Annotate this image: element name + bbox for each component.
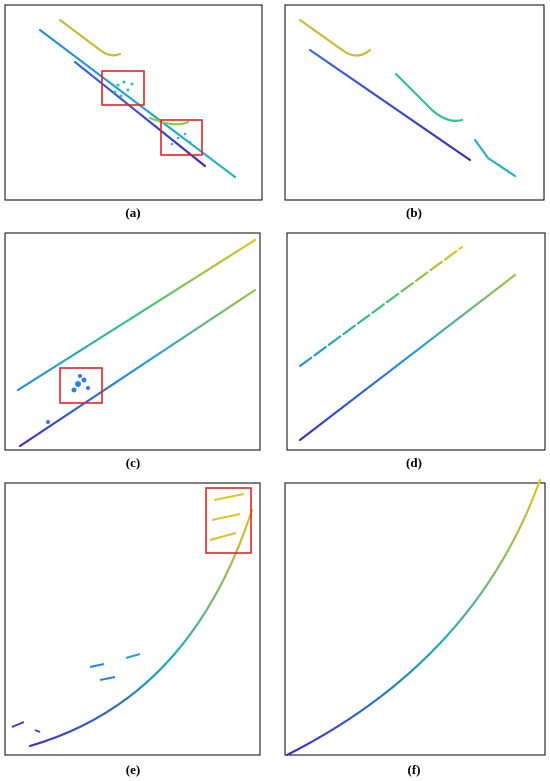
point-cloud xyxy=(298,18,372,57)
caption: (d) xyxy=(406,455,422,470)
point-cloud xyxy=(308,48,472,162)
point-cloud xyxy=(298,273,517,442)
highlight-box xyxy=(101,70,145,106)
point-cloud xyxy=(473,138,517,178)
highlight-box xyxy=(59,367,103,404)
point-cloud xyxy=(16,238,257,392)
caption: (a) xyxy=(125,205,140,220)
point-cloud xyxy=(73,60,207,168)
caption: (f) xyxy=(408,762,421,777)
caption: (c) xyxy=(126,455,140,470)
caption: (e) xyxy=(126,762,140,777)
caption: (b) xyxy=(406,205,422,220)
highlight-box xyxy=(205,487,252,554)
point-cloud xyxy=(18,288,257,448)
highlight-box xyxy=(160,119,203,156)
scatter xyxy=(11,493,245,733)
panel-frame xyxy=(284,482,546,756)
panel-frame xyxy=(4,4,263,201)
panel-frame xyxy=(4,232,261,451)
point-cloud xyxy=(394,72,464,122)
point-cloud xyxy=(148,116,190,126)
point-cloud xyxy=(58,18,122,57)
scatter xyxy=(46,374,90,424)
point-cloud xyxy=(285,478,542,757)
point-cloud xyxy=(28,508,254,748)
scatter xyxy=(113,80,192,146)
point-cloud xyxy=(298,245,464,368)
panel-frame xyxy=(4,482,261,756)
panel-frame xyxy=(286,232,546,451)
